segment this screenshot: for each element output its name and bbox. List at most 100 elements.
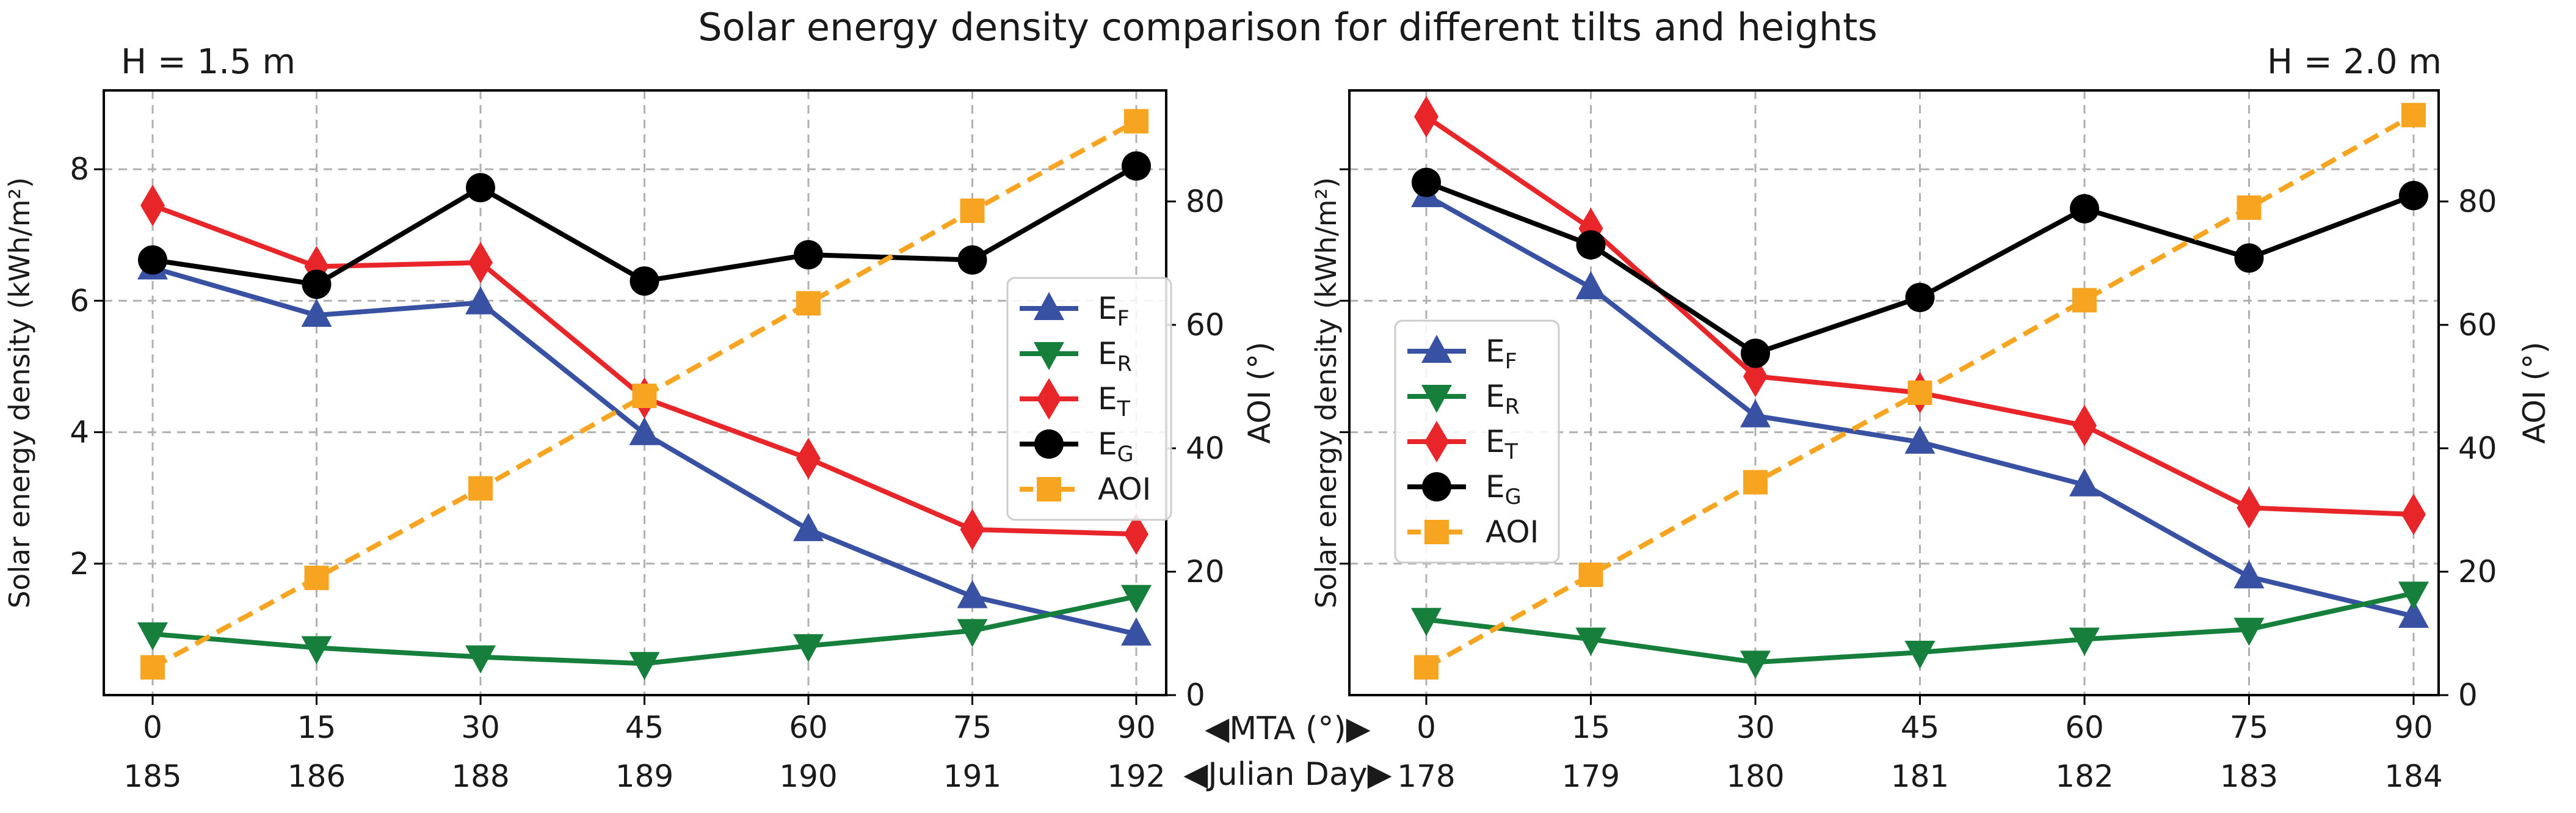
y2-tick-label: 0: [2458, 677, 2478, 713]
julian-day-label: 192: [1107, 759, 1165, 794]
data-point-eg: [1905, 282, 1935, 312]
data-point-ef: [2233, 560, 2265, 589]
julian-day-label: 179: [1562, 759, 1620, 794]
y2-tick-label: 60: [2458, 307, 2497, 343]
data-point-ef: [629, 417, 660, 445]
legend-label-et: ET: [1486, 424, 1518, 464]
y2-tick-label: 0: [1186, 677, 1205, 713]
legend-label-ef-sub: F: [1505, 349, 1517, 374]
x-tick-label: 90: [1117, 710, 1156, 745]
figure-title: Solar energy density comparison for diff…: [698, 5, 1878, 49]
julian-day-label: 182: [2055, 759, 2113, 794]
data-point-eg: [1122, 151, 1151, 181]
x-tick-label: 30: [461, 710, 500, 745]
y2-tick-label: 80: [2458, 184, 2497, 219]
data-point-et: [960, 508, 985, 550]
data-point-ef: [2398, 599, 2429, 628]
data-point-er: [2233, 618, 2265, 646]
x-tick-label: 60: [789, 710, 828, 745]
legend-label-eg-main: E: [1098, 426, 1117, 462]
y-tick-label: 2: [70, 546, 89, 581]
data-point-eg: [2070, 194, 2099, 224]
panel-title: H = 1.5 m: [121, 42, 296, 82]
x-tick-label: 75: [953, 710, 992, 745]
x-tick-label: 45: [625, 710, 664, 745]
legend-marker-er: [1034, 342, 1064, 370]
julian-day-label: 186: [288, 759, 346, 794]
data-point-ef: [2069, 468, 2100, 497]
legend-label-er: ER: [1098, 336, 1132, 376]
y2-axis-label: AOI (°): [1242, 341, 1277, 443]
data-point-aoi: [2072, 288, 2097, 313]
data-point-ef: [1121, 617, 1152, 646]
data-point-et: [1414, 96, 1439, 138]
julian-day-label: 180: [1726, 759, 1784, 794]
mta-axis-label: ◀MTA (°)▶: [1205, 710, 1370, 747]
y2-tick-label: 20: [2458, 554, 2497, 589]
legend-label-aoi-main: AOI: [1486, 514, 1539, 550]
legend-marker-et: [1424, 421, 1449, 462]
julian-day-label: 184: [2384, 759, 2442, 794]
legend-label-er-sub: R: [1505, 395, 1520, 419]
data-point-ef: [1575, 271, 1606, 299]
legend-label-er: ER: [1486, 379, 1520, 419]
data-point-et: [140, 184, 165, 227]
data-point-aoi: [2401, 103, 2426, 128]
data-point-eg: [138, 245, 167, 275]
legend-marker-et: [1037, 378, 1061, 420]
legend-label-et-sub: T: [1504, 440, 1518, 464]
data-point-eg: [794, 240, 823, 270]
legend-label-et-main: E: [1098, 381, 1117, 417]
data-point-et: [2072, 404, 2097, 447]
julian-day-label: 191: [943, 759, 1001, 794]
julian-day-label: 183: [2220, 759, 2278, 794]
data-point-aoi: [1124, 109, 1148, 134]
data-point-aoi: [1743, 470, 1768, 495]
data-point-et: [796, 437, 821, 479]
x-tick-label: 0: [1417, 710, 1436, 745]
legend-marker-eg: [1422, 472, 1451, 501]
julian-day-label: 188: [451, 759, 509, 794]
data-point-ef: [793, 512, 824, 541]
legend-label-ef-main: E: [1486, 334, 1505, 369]
julian-day-axis-label: ◀Julian Day▶: [1183, 756, 1391, 793]
data-point-er: [957, 619, 988, 647]
data-point-er: [2398, 581, 2429, 610]
y2-tick-label: 40: [1186, 431, 1225, 466]
data-point-ef: [1904, 425, 1936, 454]
x-tick-label: 30: [1736, 710, 1775, 745]
legend-marker-aoi: [1424, 520, 1449, 544]
x-tick-label: 45: [1901, 710, 1940, 745]
legend-label-eg-sub: G: [1117, 442, 1134, 467]
y-tick-label: 6: [70, 283, 89, 318]
julian-day-label: 189: [615, 759, 673, 794]
legend-label-et: ET: [1098, 381, 1131, 421]
data-point-aoi: [468, 476, 493, 501]
data-point-ef: [957, 580, 988, 608]
legend-label-aoi-main: AOI: [1098, 472, 1151, 507]
legend-marker-aoi: [1037, 477, 1061, 501]
y2-axis-label: AOI (°): [2517, 341, 2552, 443]
legend-label-ef-main: E: [1098, 291, 1117, 326]
y-tick-label: 8: [70, 151, 89, 187]
data-point-er: [137, 622, 168, 651]
legend-marker-eg: [1034, 429, 1064, 459]
legend-label-ef-sub: F: [1117, 307, 1130, 331]
data-point-er: [2069, 627, 2100, 656]
y-axis-label: Solar energy density (kWh/m²): [3, 177, 36, 608]
data-point-er: [1575, 627, 1606, 656]
data-point-eg: [629, 266, 659, 296]
data-point-et: [468, 241, 493, 283]
data-point-er: [1904, 641, 1936, 669]
data-point-et: [1124, 513, 1148, 555]
legend-label-er-main: E: [1098, 336, 1117, 371]
data-point-aoi: [960, 198, 985, 223]
chart-right-h20: 0 178 15 179 30 180 45 181 60 182 75 183 90 184 0 20 40 6…: [1310, 42, 2552, 794]
legend-label-eg: EG: [1486, 469, 1522, 509]
legend-label-ef: EF: [1486, 334, 1517, 374]
data-point-aoi: [2237, 195, 2262, 220]
x-tick-label: 15: [1572, 710, 1611, 745]
legend-label-eg-main: E: [1486, 469, 1505, 505]
